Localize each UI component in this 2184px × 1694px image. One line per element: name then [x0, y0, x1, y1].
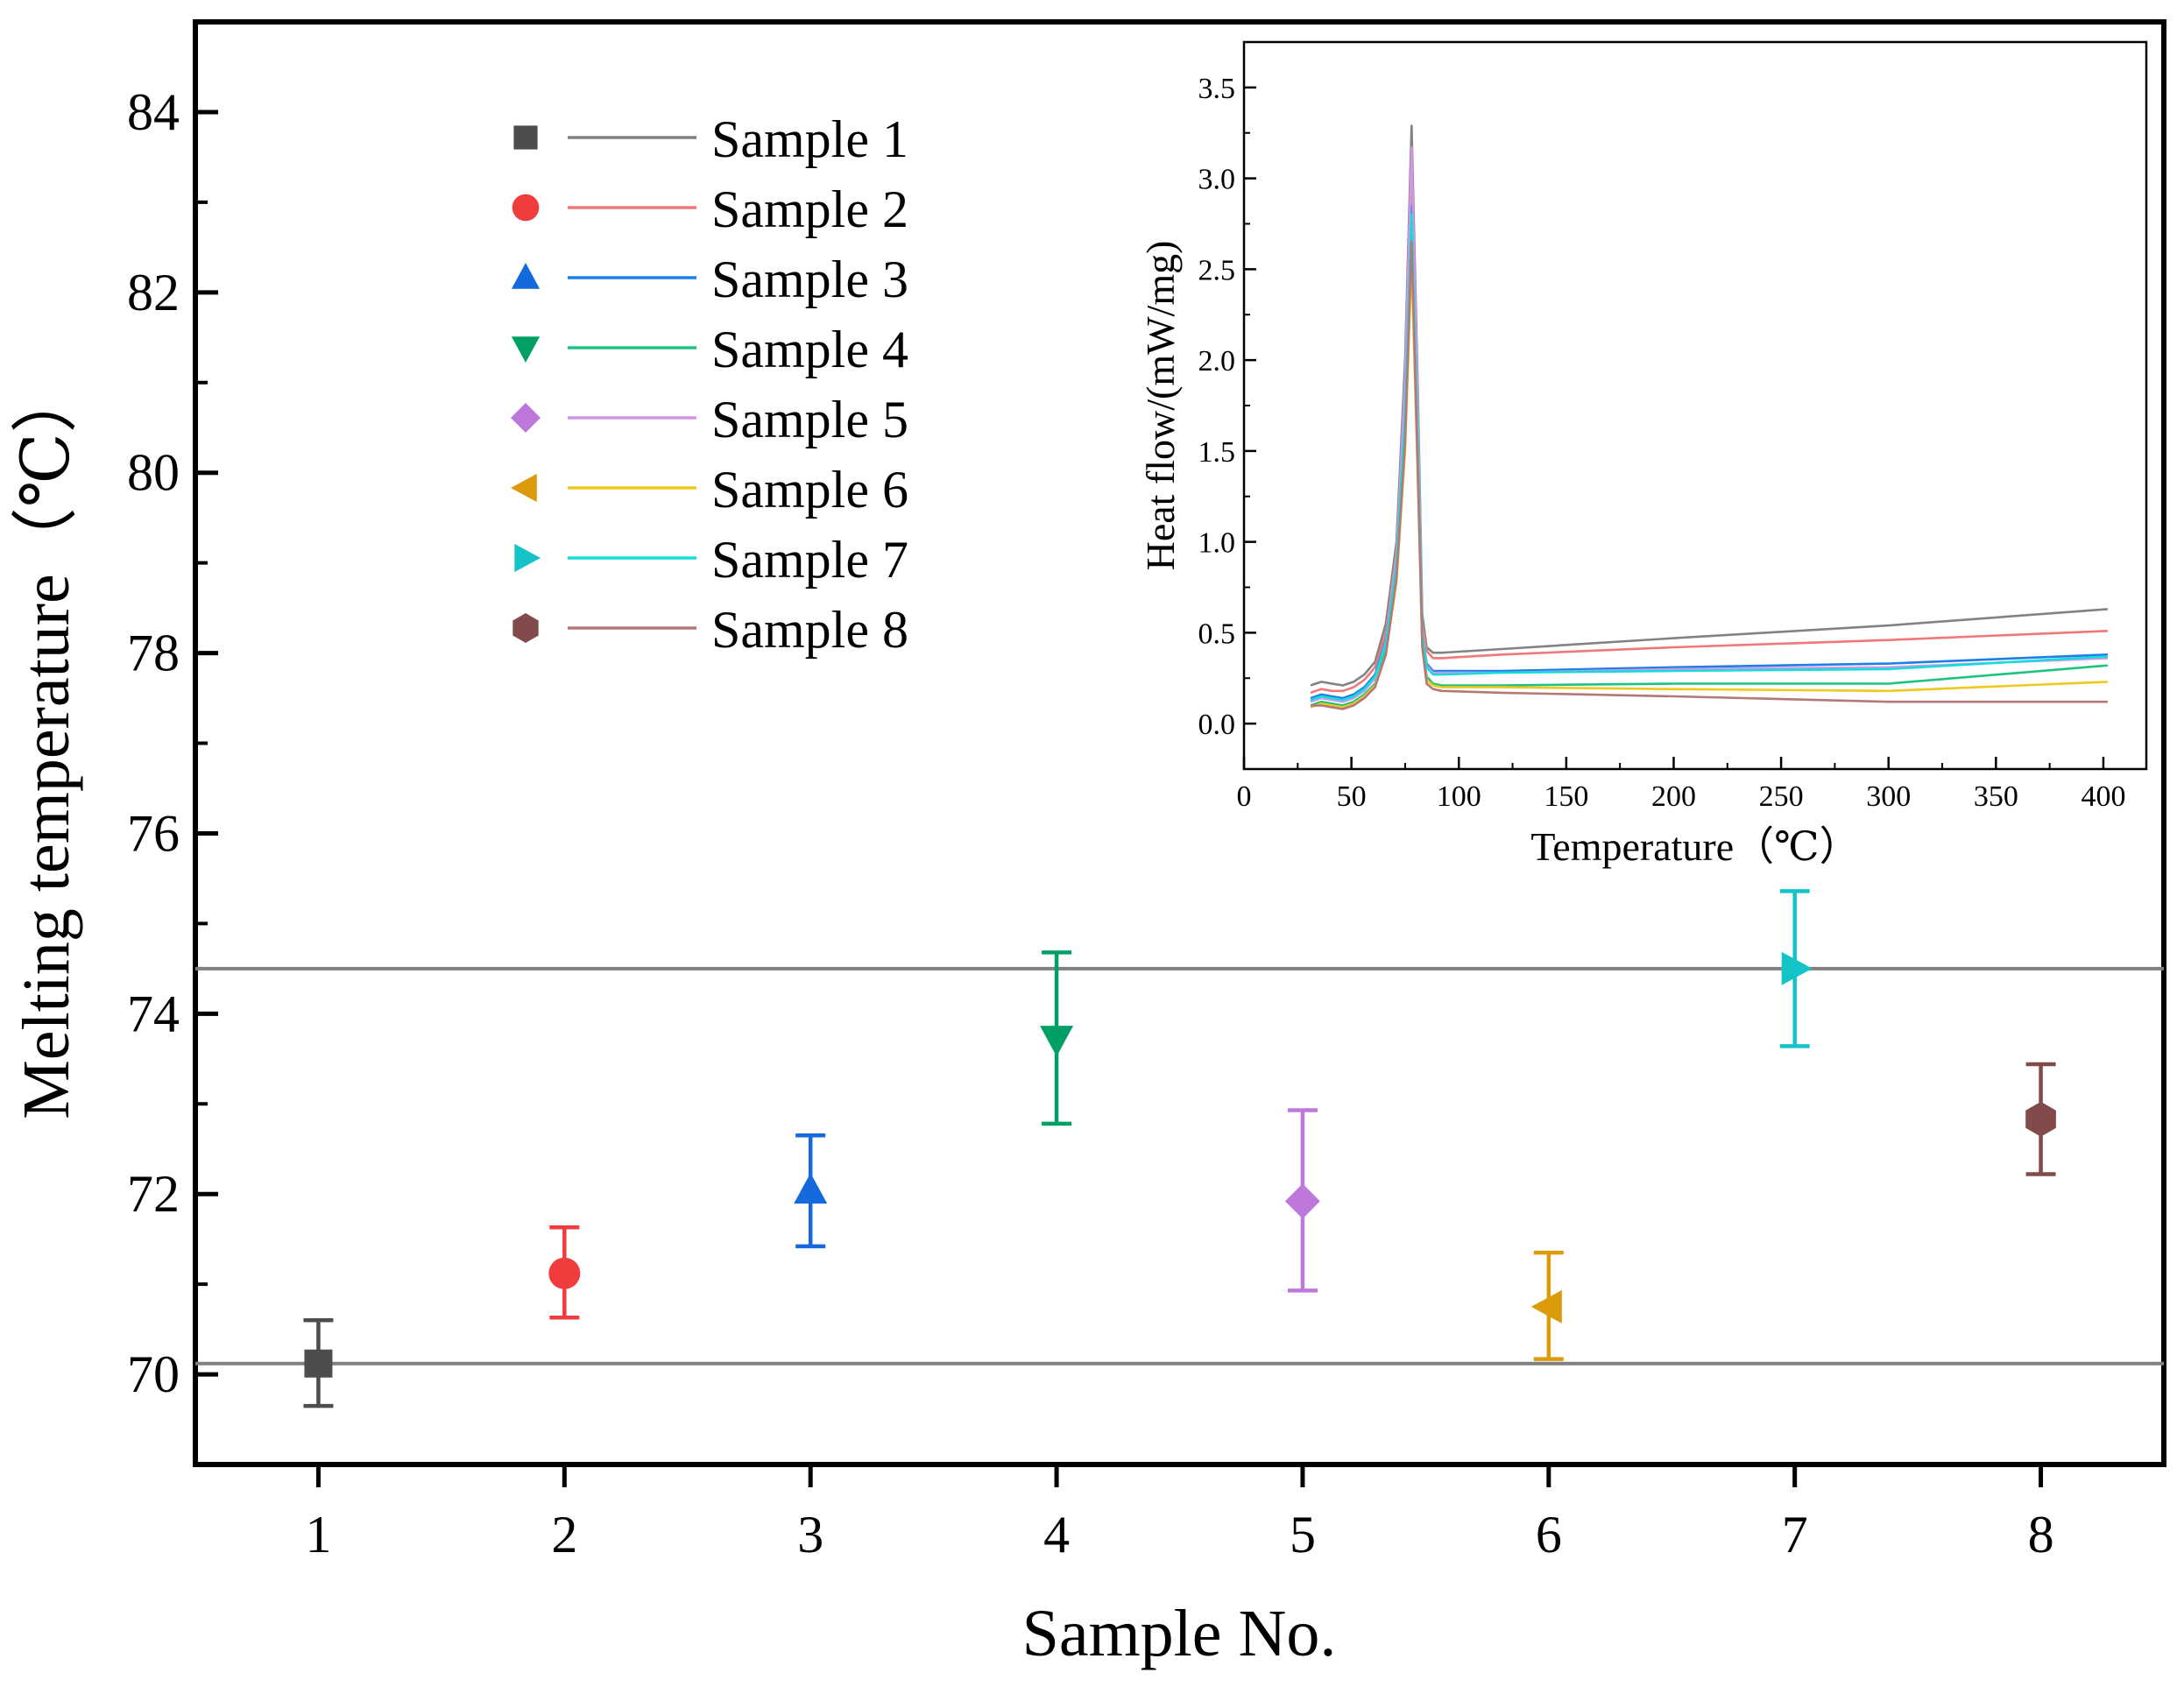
legend-marker-triangle-right	[514, 543, 541, 573]
legend-label: Sample 3	[711, 251, 908, 308]
main-x-tick-label: 7	[1782, 1506, 1808, 1563]
inset-y-tick-label: 0.0	[1198, 709, 1236, 741]
data-point-sample-8	[2025, 1062, 2056, 1176]
inset-y-tick-label: 2.5	[1198, 254, 1236, 286]
legend-entry-sample-8: Sample 8	[512, 601, 908, 659]
data-point-sample-7	[1779, 889, 1813, 1048]
legend-entry-sample-2: Sample 2	[512, 180, 908, 238]
main-y-tick-label: 84	[127, 83, 180, 141]
main-y-tick-label: 70	[127, 1345, 180, 1403]
inset-y-tick-label: 3.5	[1198, 73, 1236, 105]
main-x-tick-label: 2	[551, 1506, 577, 1563]
data-point-sample-4	[1040, 950, 1074, 1126]
main-y-axis-title: Melting temperature（℃）	[10, 366, 83, 1119]
inset-x-tick-label: 0	[1237, 780, 1252, 813]
inset-x-tick-label: 200	[1651, 780, 1696, 813]
legend-entry-sample-3: Sample 3	[511, 251, 908, 308]
point-marker-hexagon	[2025, 1101, 2056, 1137]
main-x-tick-label: 6	[1536, 1506, 1562, 1563]
point-marker-circle	[548, 1257, 581, 1289]
inset-x-tick-label: 300	[1866, 780, 1911, 813]
legend-entry-sample-1: Sample 1	[513, 110, 908, 168]
inset-y-axis: 0.0 0.5 1.0 1.5 2.0 2.5 3.0 3.5	[1198, 41, 1256, 741]
legend-marker-triangle-left	[511, 473, 537, 503]
main-y-tick-label: 82	[127, 264, 180, 321]
legend-entry-sample-4: Sample 4	[511, 321, 908, 378]
inset-y-tick-label: 0.5	[1198, 618, 1236, 650]
legend-entry-sample-6: Sample 6	[511, 461, 908, 519]
inset-x-axis-title: Temperature（℃）	[1530, 824, 1859, 869]
inset-y-tick-label: 1.5	[1198, 436, 1236, 469]
inset-y-axis-title: Heat flow/(mW/mg)	[1138, 241, 1183, 571]
main-x-axis-title: Sample No.	[1022, 1597, 1337, 1670]
inset-x-tick-label: 50	[1337, 780, 1367, 813]
inset-y-tick-label: 2.0	[1198, 345, 1236, 378]
point-marker-diamond	[1284, 1183, 1320, 1219]
main-x-tick-label: 1	[305, 1506, 331, 1563]
main-x-tick-label: 3	[797, 1506, 823, 1563]
main-x-tick-label: 8	[2028, 1506, 2054, 1563]
data-point-sample-1	[303, 1318, 334, 1408]
data-point-sample-6	[1530, 1250, 1564, 1361]
legend-label: Sample 8	[711, 601, 908, 659]
legend-marker-triangle-up	[511, 263, 541, 289]
reference-lines	[195, 966, 2164, 1366]
legend-entry-sample-7: Sample 7	[514, 531, 908, 589]
inset-series-lines	[1310, 124, 2109, 710]
data-point-sample-2	[548, 1225, 581, 1320]
inset-x-tick-label: 150	[1544, 780, 1588, 813]
inset-y-tick-label: 3.0	[1198, 164, 1236, 196]
inset-series-line-sample-8	[1311, 241, 2108, 710]
legend-label: Sample 6	[711, 461, 908, 519]
inset-x-axis: 0 50 100 150 200 250 300 350 400	[1237, 757, 2125, 813]
legend-label: Sample 5	[711, 391, 908, 448]
point-marker-square	[304, 1349, 333, 1378]
inset-y-tick-label: 1.0	[1198, 527, 1236, 560]
point-marker-triangle-left	[1530, 1289, 1562, 1323]
legend-marker-diamond	[511, 403, 541, 433]
main-y-axis: 70 72 74 76 78 80 82 84	[127, 83, 218, 1403]
inset-x-tick-label: 100	[1437, 780, 1481, 813]
data-point-sample-3	[794, 1133, 828, 1249]
inset-x-tick-label: 350	[1974, 780, 2018, 813]
main-x-axis: 1 2 3 4 5 6 7 8	[305, 1465, 2054, 1563]
inset-x-tick-label: 250	[1759, 780, 1804, 813]
main-y-tick-label: 76	[127, 804, 180, 862]
legend-marker-triangle-down	[511, 336, 541, 363]
main-y-tick-label: 72	[127, 1165, 180, 1223]
inset-plot-background	[1244, 42, 2146, 769]
legend-marker-hexagon	[512, 613, 539, 643]
legend-entry-sample-5: Sample 5	[511, 391, 908, 448]
point-marker-triangle-up	[794, 1173, 828, 1204]
point-marker-triangle-right	[1781, 951, 1813, 985]
legend-marker-square	[513, 125, 538, 150]
legend-marker-circle	[512, 194, 540, 222]
data-point-sample-5	[1284, 1108, 1320, 1293]
main-y-tick-label: 78	[127, 625, 180, 682]
legend-label: Sample 4	[711, 321, 908, 378]
main-x-tick-label: 4	[1043, 1506, 1070, 1563]
main-y-tick-label: 74	[127, 985, 180, 1042]
point-marker-triangle-down	[1040, 1026, 1074, 1057]
main-x-tick-label: 5	[1290, 1506, 1316, 1563]
legend: Sample 1 Sample 2 Sample 3 Sample 4 Sample 5…	[511, 110, 908, 659]
inset-x-tick-label: 400	[2081, 780, 2125, 813]
legend-label: Sample 7	[711, 531, 908, 589]
main-data-points	[303, 889, 2056, 1408]
legend-label: Sample 2	[711, 180, 908, 238]
main-y-tick-label: 80	[127, 444, 180, 502]
legend-label: Sample 1	[711, 110, 908, 168]
